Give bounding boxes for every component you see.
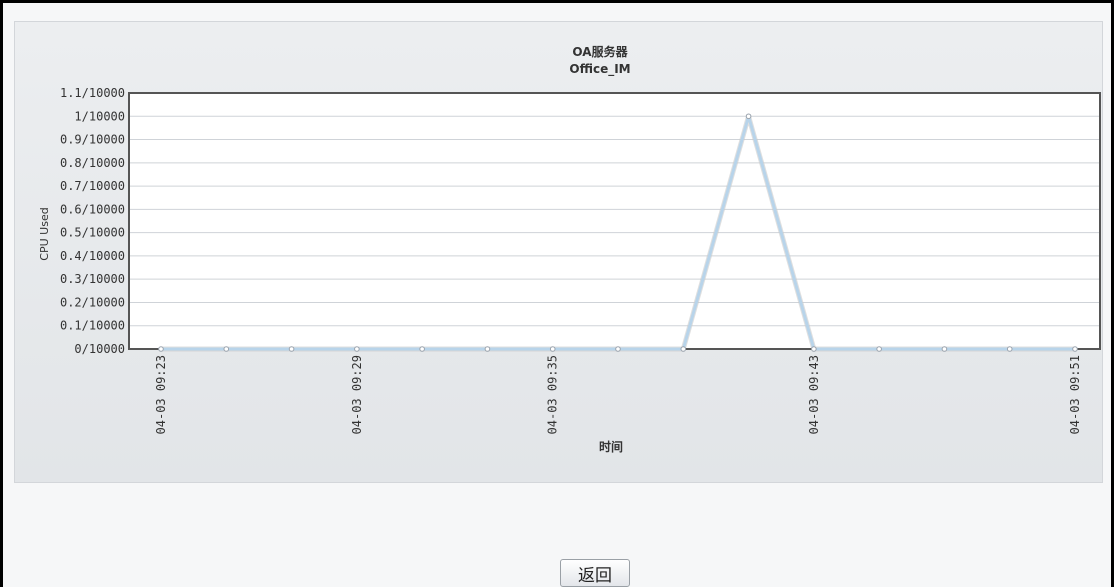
y-tick-label: 0/10000 xyxy=(74,342,125,356)
chart-subtitle: Office_IM xyxy=(569,62,630,77)
data-point xyxy=(223,346,230,352)
y-tick-label: 0.5/10000 xyxy=(60,226,125,240)
y-tick-label: 1/10000 xyxy=(74,109,125,123)
y-tick-label: 0.3/10000 xyxy=(60,272,125,286)
y-axis-title: CPU Used xyxy=(38,207,51,260)
data-point xyxy=(745,113,752,120)
cpu-line-chart: OA服务器 Office_IM 0/10000 0.1/10000 0.2/1000… xyxy=(38,44,1101,454)
data-point xyxy=(876,346,882,352)
y-tick-label: 0.7/10000 xyxy=(60,179,125,193)
chart-title: OA服务器 xyxy=(572,44,628,59)
data-point xyxy=(680,346,687,352)
y-tick-label: 0.9/10000 xyxy=(60,133,125,147)
data-point xyxy=(549,346,556,352)
y-tick-label: 0.8/10000 xyxy=(60,156,125,170)
x-axis-title: 时间 xyxy=(599,439,623,454)
data-point xyxy=(615,346,621,352)
x-tick-label: 04-03 09:29 xyxy=(350,355,364,434)
back-button[interactable]: 返回 xyxy=(560,559,630,587)
data-point xyxy=(288,346,295,352)
data-point xyxy=(484,346,491,352)
y-tick-label: 0.1/10000 xyxy=(60,319,125,333)
plot-area xyxy=(129,93,1100,349)
data-point xyxy=(419,346,425,352)
data-point xyxy=(811,346,817,352)
y-tick-label: 0.2/10000 xyxy=(60,295,125,309)
data-point xyxy=(1006,346,1013,352)
data-point xyxy=(941,346,948,352)
x-tick-label: 04-03 09:51 xyxy=(1068,355,1082,434)
x-tick-label: 04-03 09:43 xyxy=(807,355,821,434)
y-tick-label: 0.4/10000 xyxy=(60,249,125,263)
x-tick-label: 04-03 09:23 xyxy=(154,355,168,434)
x-tick-label: 04-03 09:35 xyxy=(546,355,560,434)
data-point xyxy=(354,346,360,352)
y-tick-label: 1.1/10000 xyxy=(60,86,125,100)
y-tick-label: 0.6/10000 xyxy=(60,202,125,216)
data-point xyxy=(1072,346,1078,352)
data-point xyxy=(158,346,164,352)
chart-panel: OA服务器 Office_IM 0/10000 0.1/10000 0.2/1000… xyxy=(14,21,1103,483)
